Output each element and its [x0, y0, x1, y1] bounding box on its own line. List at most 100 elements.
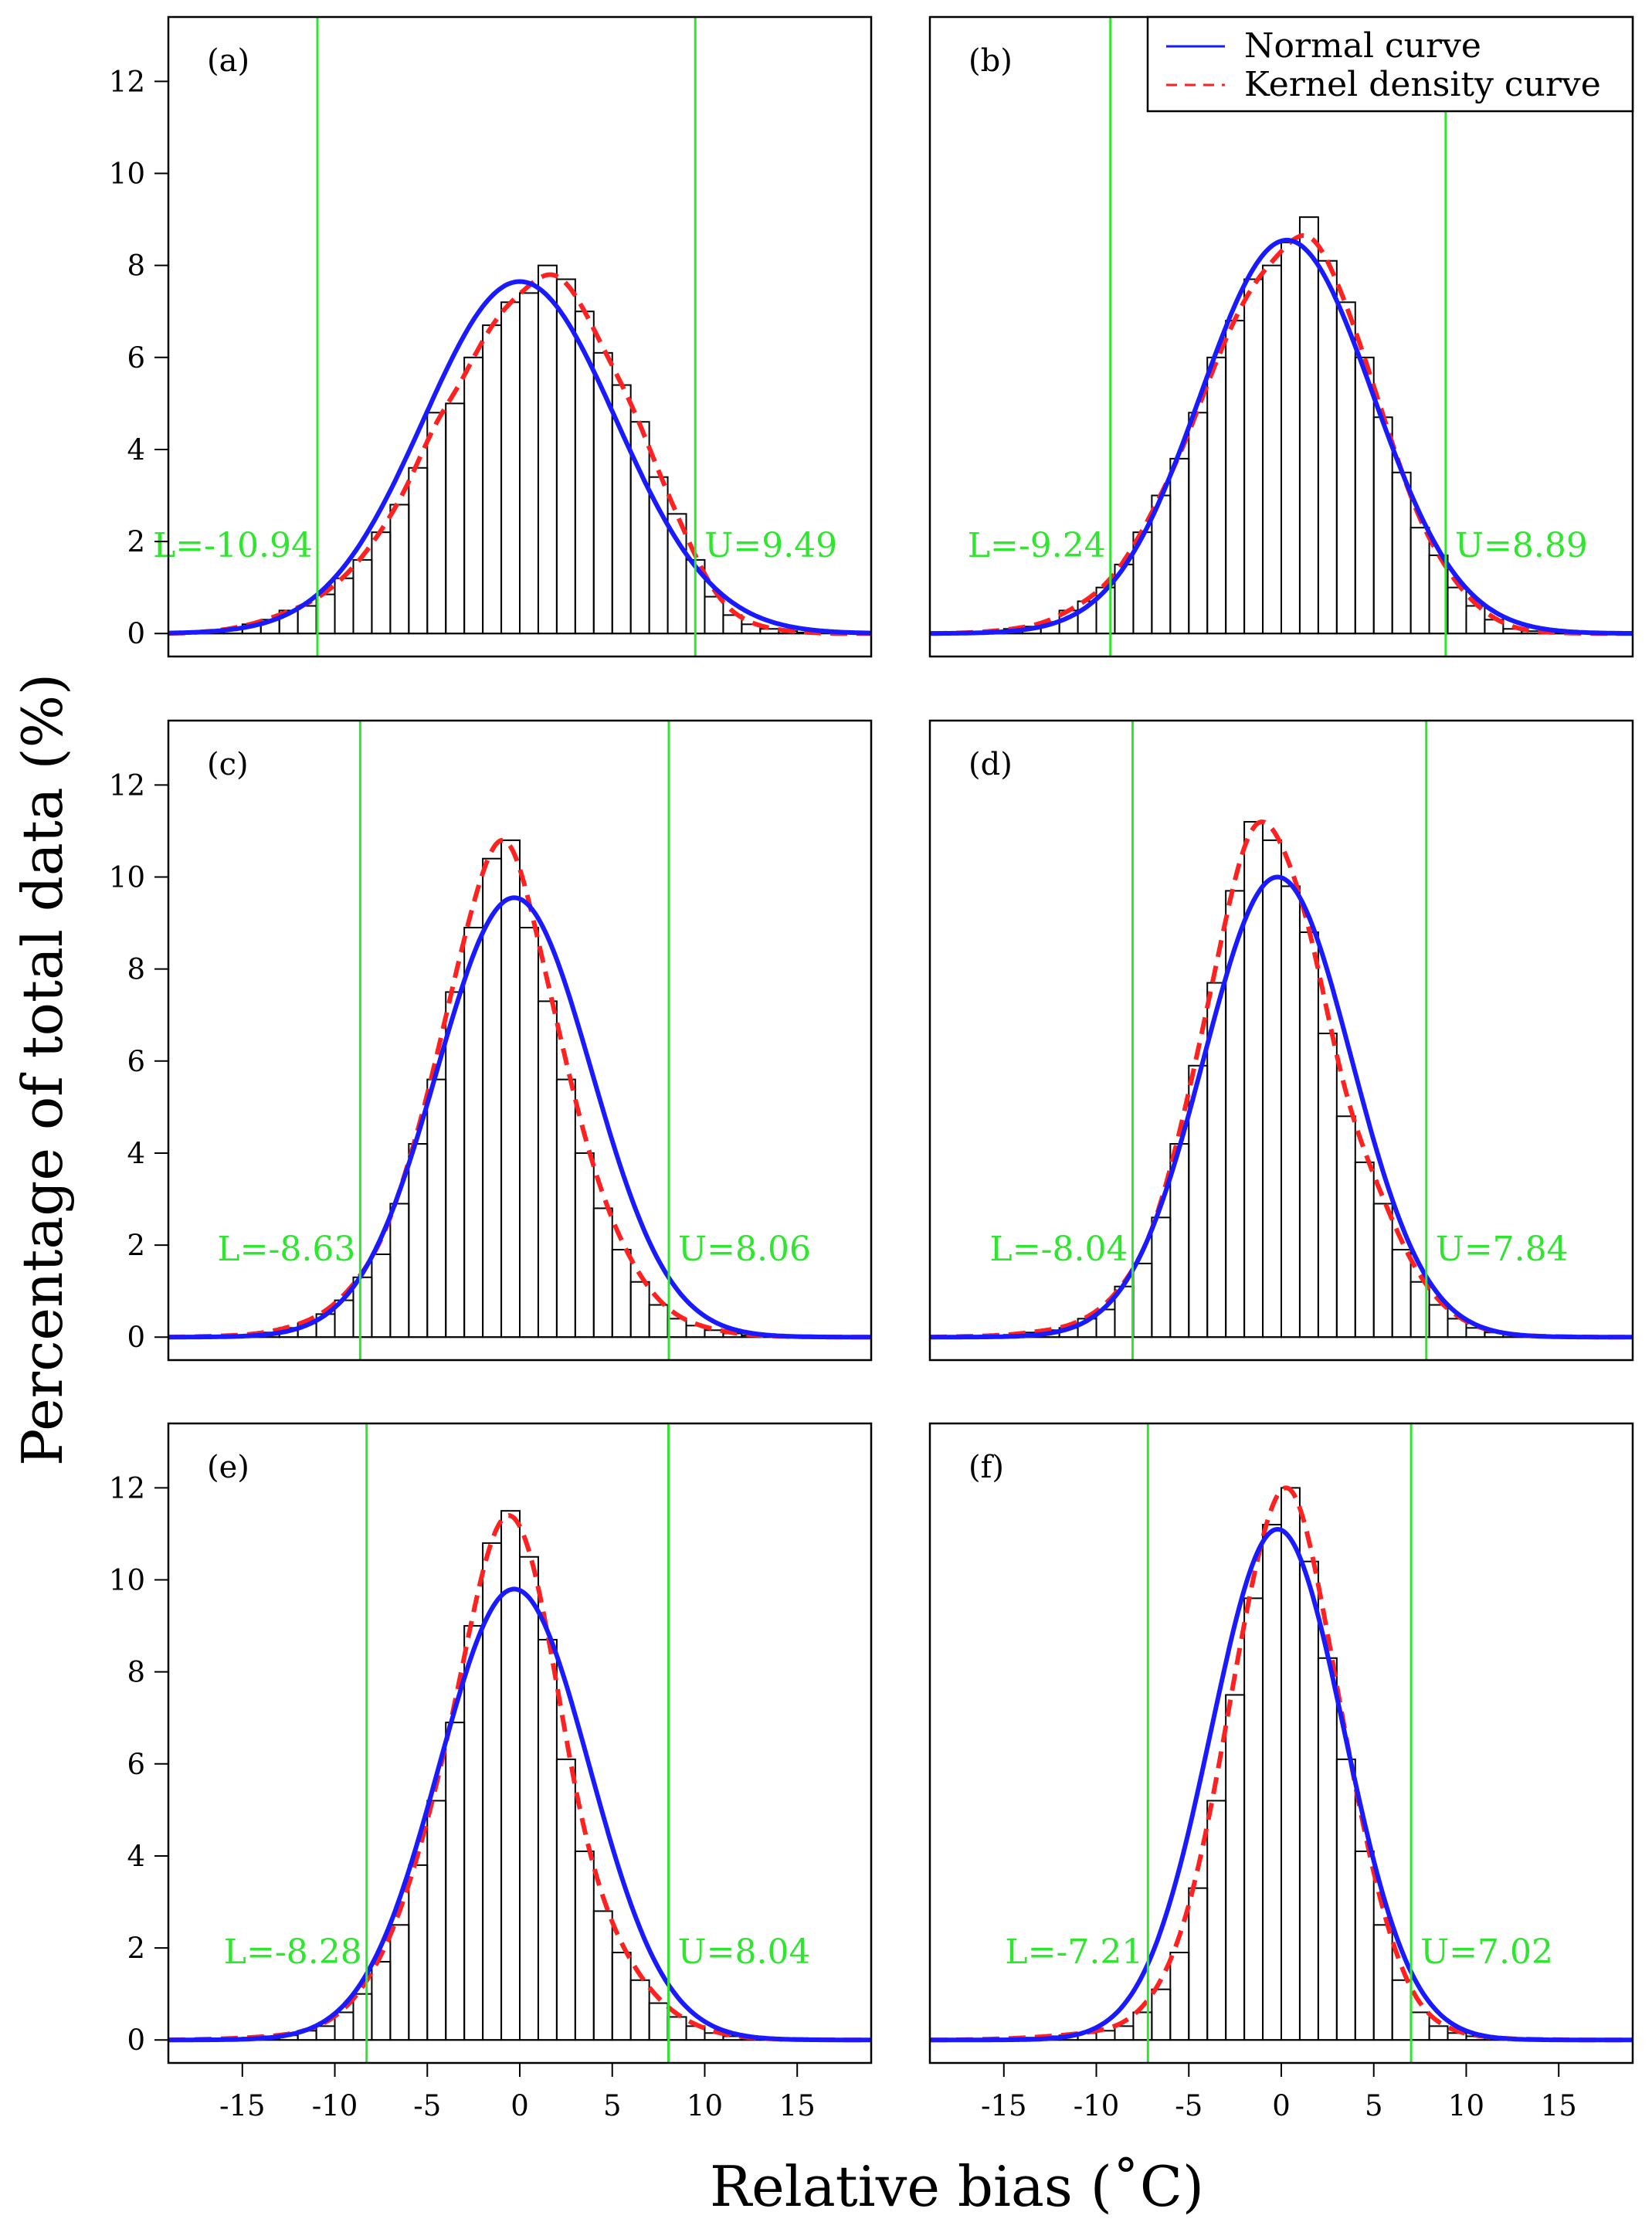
plot-area [168, 1423, 871, 2063]
histogram-bar [1262, 839, 1282, 1338]
x-tick-label: 15 [779, 2089, 816, 2122]
histogram-bar [519, 1556, 539, 2041]
histogram-bar [1188, 412, 1209, 635]
panel-e: L=-8.28 U=8.04 (e) 0 2 4 6 8 10 12 -15 -10 -5 0 5 10 15 [109, 1422, 873, 2122]
histogram-bar [1243, 278, 1264, 635]
histogram-bar [1206, 356, 1227, 635]
y-axis-title: Percentage of total data (%) [10, 673, 75, 1466]
histogram-bar [371, 1253, 392, 1338]
histogram-bar [1243, 1597, 1264, 2041]
y-tick-label: 4 [127, 1840, 145, 1873]
x-tick-label: -5 [413, 2089, 441, 2122]
histogram-bar [389, 504, 410, 635]
histogram-bar [1169, 1952, 1190, 2041]
histogram-bar [426, 412, 447, 635]
lower-bound-label: L=-8.63 [217, 1230, 355, 1269]
y-tick-label: 12 [109, 65, 145, 98]
x-tick-label: -15 [981, 2089, 1027, 2122]
histogram-bar [519, 292, 539, 635]
panel-f: L=-7.21 U=7.02 (f) -15 -10 -5 0 5 10 15 [928, 1422, 1634, 2122]
histogram-bar [629, 1281, 650, 1338]
lower-bound-label: L=-10.94 [153, 526, 313, 565]
y-tick-label: 0 [127, 617, 145, 650]
x-tick-label: -5 [1175, 2089, 1203, 2122]
histogram-bar [1354, 356, 1375, 635]
plot-area [930, 17, 1633, 656]
panel-frame [167, 15, 873, 658]
histogram-bar [1281, 885, 1301, 1338]
normal-curve [168, 279, 871, 636]
histogram-bar [1298, 931, 1319, 1338]
histogram-bar [648, 1304, 669, 1338]
histogram-bar [1428, 1304, 1449, 1338]
histogram-bar [482, 324, 503, 635]
histogram-bar [1169, 457, 1190, 635]
kernel-density-curve [930, 232, 1633, 636]
y-tick-label: 6 [127, 1748, 145, 1781]
histogram-bar [629, 1979, 650, 2041]
legend-normal-label: Normal curve [1244, 26, 1481, 66]
histogram-bar [704, 595, 724, 635]
plot-area [168, 17, 871, 656]
panel-label: (f) [968, 1450, 1004, 1485]
panel-a: L=-10.94 U=9.49 (a) 0 2 4 6 8 10 12 [109, 15, 873, 658]
histogram-bar [1391, 471, 1412, 635]
histogram-bar [519, 927, 539, 1338]
histogram-bar [592, 1910, 613, 2041]
y-tick-label: 0 [127, 2024, 145, 2057]
histogram-bar [1335, 1115, 1356, 1338]
histogram-bar [445, 1722, 466, 2041]
histogram-bar [1354, 1161, 1375, 1338]
histogram-bar [667, 2016, 687, 2041]
x-tick-label: 0 [511, 2089, 529, 2122]
histogram-bar [389, 1203, 410, 1338]
y-tick-label: 10 [109, 158, 145, 191]
histogram-bar [574, 310, 595, 635]
x-tick-label: 10 [1448, 2089, 1484, 2122]
histogram-bar [1317, 1657, 1338, 2041]
histogram-bar [463, 356, 484, 635]
histogram-bar [1225, 1694, 1246, 2041]
kernel-density-curve [168, 272, 871, 636]
histogram-bar [1409, 2011, 1430, 2041]
legend-box [1146, 15, 1634, 113]
histogram-bar [1372, 416, 1393, 635]
panel-label: (e) [207, 1450, 249, 1485]
panel-c: L=-8.63 U=8.06 (c) 0 2 4 6 8 10 12 [109, 719, 873, 1362]
histogram-bar [463, 927, 484, 1338]
upper-bound-label: U=9.49 [704, 526, 837, 565]
histogram-bar [1298, 216, 1319, 635]
x-axis-title: Relative bias (˚C) [710, 2154, 1204, 2219]
histogram-bar [1447, 586, 1467, 635]
histogram-bar [1409, 527, 1430, 635]
y-tick-label: 12 [109, 1471, 145, 1505]
histogram-bar [426, 1078, 447, 1338]
histogram-bar [1428, 2025, 1449, 2041]
normal-curve [930, 1526, 1633, 2043]
y-tick-label: 6 [127, 1045, 145, 1078]
histogram-bar [1151, 1216, 1172, 1338]
plot-area [930, 1423, 1633, 2063]
x-tick-label: -15 [219, 2089, 266, 2122]
histogram-bar [1335, 1758, 1356, 2041]
histogram-bar [389, 1924, 410, 2041]
panel-frame [167, 719, 873, 1362]
histogram-bar [1206, 1800, 1227, 2041]
y-tick-label: 6 [127, 341, 145, 375]
normal-curve [168, 895, 871, 1340]
histogram-bar [352, 558, 373, 635]
histogram-bar [1317, 1033, 1338, 1338]
histogram-bar [611, 1952, 632, 2041]
histogram-bar [1391, 1979, 1412, 2041]
histogram-bar [555, 1758, 576, 2041]
normal-curve [930, 237, 1633, 636]
lower-bound-label: L=-7.21 [1005, 1932, 1143, 1972]
histogram-bar [1225, 320, 1246, 635]
histogram-bar [1262, 264, 1282, 635]
histogram-bar [1465, 605, 1486, 635]
histogram-bar [574, 1850, 595, 2041]
y-tick-label: 10 [109, 861, 145, 894]
